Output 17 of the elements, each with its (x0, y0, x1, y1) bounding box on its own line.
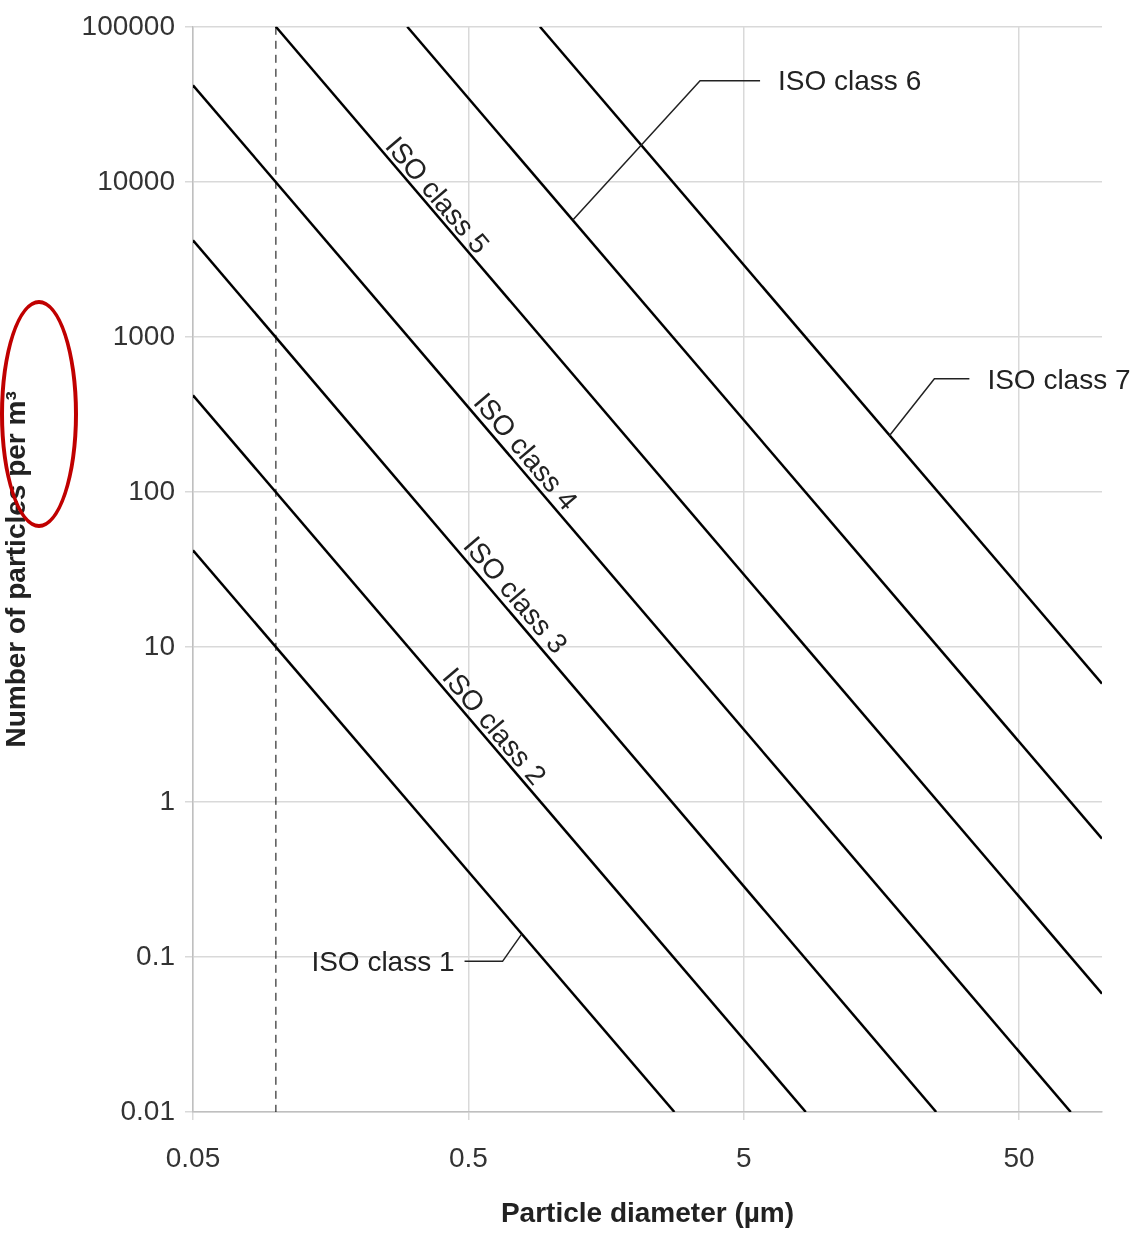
x-tick-label: 0.05 (165, 1141, 221, 1173)
y-tick-label: 0.01 (120, 1094, 175, 1126)
y-tick-label: 100000 (81, 9, 175, 41)
y-tick-label: 100 (128, 474, 175, 506)
y-tick-label: 1 (159, 784, 175, 816)
y-axis-title: Number of particles per m³ (0, 391, 31, 748)
annotation: ISO class 7 (987, 363, 1131, 395)
x-tick-label: 0.5 (448, 1141, 488, 1173)
x-tick-label: 50 (1003, 1141, 1035, 1173)
annotation: ISO class 6 (778, 65, 922, 97)
x-axis-title: Particle diameter (µm) (500, 1196, 795, 1228)
y-tick-label: 10000 (97, 164, 175, 196)
x-tick-label: 5 (735, 1141, 752, 1173)
y-tick-label: 1000 (112, 319, 175, 351)
y-tick-label: 0.1 (136, 939, 175, 971)
y-tick-label: 10 (143, 629, 175, 661)
annotation: ISO class 1 (311, 946, 455, 978)
